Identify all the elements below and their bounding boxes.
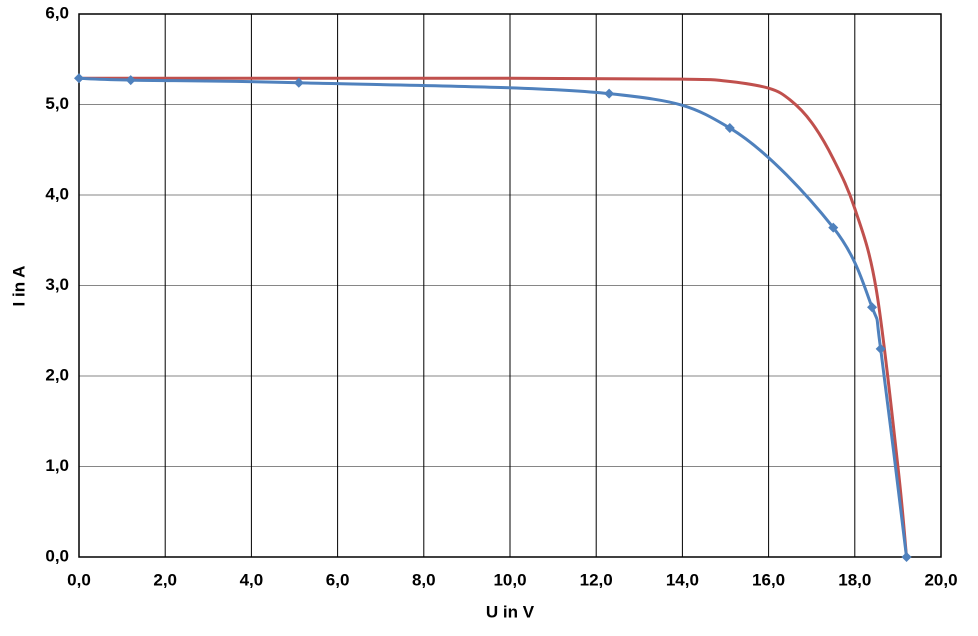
x-axis-label: U in V	[486, 602, 535, 621]
data-point	[901, 552, 912, 562]
data-point	[74, 73, 84, 84]
y-tick-label: 5,0	[45, 94, 69, 113]
x-tick-label: 16,0	[752, 570, 785, 589]
x-tick-label: 4,0	[240, 570, 264, 589]
x-tick-label: 20,0	[924, 570, 957, 589]
x-tick-label: 6,0	[326, 570, 350, 589]
x-tick-label: 8,0	[412, 570, 436, 589]
y-axis-label: I in A	[9, 266, 28, 307]
y-tick-label: 1,0	[45, 456, 69, 475]
data-point	[604, 88, 615, 99]
y-tick-label: 3,0	[45, 275, 69, 294]
data-point	[828, 222, 839, 233]
data-point	[875, 343, 886, 354]
x-tick-label: 10,0	[493, 570, 526, 589]
plot-border	[78, 13, 942, 558]
data-point	[724, 123, 735, 134]
y-tick-label: 2,0	[45, 365, 69, 384]
x-tick-label: 18,0	[838, 570, 871, 589]
x-tick-label: 14,0	[666, 570, 699, 589]
y-tick-label: 0,0	[45, 546, 69, 565]
series-line	[78, 76, 909, 558]
y-tick-label: 4,0	[45, 184, 69, 203]
x-tick-label: 2,0	[153, 570, 177, 589]
data-point	[867, 302, 878, 313]
series-line	[78, 76, 909, 558]
y-tick-label: 6,0	[45, 3, 69, 22]
x-tick-label: 12,0	[580, 570, 613, 589]
data-point	[293, 77, 304, 88]
x-tick-label: 0,0	[67, 570, 91, 589]
data-point	[125, 75, 136, 86]
